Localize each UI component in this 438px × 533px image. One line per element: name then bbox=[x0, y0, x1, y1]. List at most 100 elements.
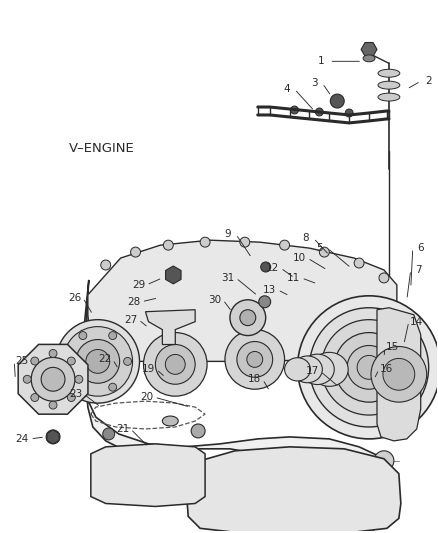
Polygon shape bbox=[145, 310, 195, 344]
Circle shape bbox=[31, 357, 39, 365]
Circle shape bbox=[101, 260, 111, 270]
Circle shape bbox=[247, 351, 263, 367]
Text: 2: 2 bbox=[425, 76, 432, 86]
Text: 26: 26 bbox=[68, 293, 81, 303]
Circle shape bbox=[75, 375, 83, 383]
Circle shape bbox=[46, 430, 60, 444]
Polygon shape bbox=[83, 280, 397, 522]
Circle shape bbox=[124, 358, 131, 365]
Circle shape bbox=[225, 329, 285, 389]
Circle shape bbox=[261, 262, 271, 272]
Circle shape bbox=[131, 247, 141, 257]
Text: 11: 11 bbox=[287, 273, 300, 283]
Circle shape bbox=[383, 358, 415, 390]
Ellipse shape bbox=[285, 358, 311, 381]
Circle shape bbox=[318, 342, 350, 373]
Circle shape bbox=[345, 109, 353, 117]
FancyBboxPatch shape bbox=[161, 278, 185, 314]
Circle shape bbox=[357, 356, 381, 379]
Circle shape bbox=[144, 333, 207, 396]
Text: 22: 22 bbox=[98, 354, 111, 365]
Polygon shape bbox=[88, 240, 397, 361]
Circle shape bbox=[155, 344, 195, 384]
Circle shape bbox=[315, 108, 323, 116]
Circle shape bbox=[41, 367, 65, 391]
Text: 17: 17 bbox=[306, 366, 319, 376]
Circle shape bbox=[200, 237, 210, 247]
Ellipse shape bbox=[363, 55, 375, 62]
Circle shape bbox=[230, 300, 266, 336]
Circle shape bbox=[67, 393, 75, 401]
Circle shape bbox=[163, 240, 173, 250]
Circle shape bbox=[347, 345, 391, 389]
Text: 10: 10 bbox=[293, 253, 306, 263]
Circle shape bbox=[63, 327, 133, 396]
Circle shape bbox=[67, 357, 75, 365]
Text: 4: 4 bbox=[283, 84, 290, 94]
Text: 5: 5 bbox=[316, 243, 323, 253]
Circle shape bbox=[49, 401, 57, 409]
Polygon shape bbox=[186, 447, 401, 533]
Text: 9: 9 bbox=[225, 229, 231, 239]
Text: 23: 23 bbox=[69, 389, 82, 399]
Circle shape bbox=[191, 424, 205, 438]
Circle shape bbox=[290, 106, 298, 114]
Circle shape bbox=[79, 383, 87, 391]
Circle shape bbox=[330, 94, 344, 108]
Circle shape bbox=[321, 320, 417, 415]
Text: 24: 24 bbox=[16, 434, 29, 444]
Polygon shape bbox=[361, 43, 377, 56]
Polygon shape bbox=[166, 266, 181, 284]
Polygon shape bbox=[377, 308, 421, 441]
Circle shape bbox=[319, 247, 329, 257]
Polygon shape bbox=[47, 430, 59, 444]
Circle shape bbox=[23, 375, 31, 383]
Circle shape bbox=[31, 393, 39, 401]
Ellipse shape bbox=[300, 354, 334, 384]
Circle shape bbox=[297, 296, 438, 439]
Text: 16: 16 bbox=[380, 365, 394, 374]
Circle shape bbox=[56, 320, 140, 403]
Circle shape bbox=[379, 273, 389, 283]
Circle shape bbox=[49, 350, 57, 358]
Text: 15: 15 bbox=[386, 343, 399, 352]
Ellipse shape bbox=[378, 93, 400, 101]
Circle shape bbox=[64, 358, 72, 365]
Circle shape bbox=[240, 310, 256, 326]
Text: 27: 27 bbox=[124, 314, 137, 325]
Text: 13: 13 bbox=[263, 285, 276, 295]
Ellipse shape bbox=[293, 356, 322, 383]
Text: 31: 31 bbox=[221, 273, 235, 283]
Circle shape bbox=[309, 308, 429, 427]
Text: 1: 1 bbox=[318, 56, 325, 66]
Polygon shape bbox=[18, 344, 88, 414]
Text: 19: 19 bbox=[142, 365, 155, 374]
Circle shape bbox=[31, 358, 75, 401]
Text: 18: 18 bbox=[248, 374, 261, 384]
Text: 25: 25 bbox=[16, 357, 29, 366]
Text: 12: 12 bbox=[266, 263, 279, 273]
Circle shape bbox=[76, 340, 120, 383]
Circle shape bbox=[354, 258, 364, 268]
Text: 20: 20 bbox=[140, 392, 153, 402]
Text: 8: 8 bbox=[302, 233, 309, 243]
Ellipse shape bbox=[378, 69, 400, 77]
Circle shape bbox=[307, 329, 362, 385]
Circle shape bbox=[279, 240, 290, 250]
Circle shape bbox=[109, 332, 117, 340]
Ellipse shape bbox=[378, 81, 400, 89]
Polygon shape bbox=[91, 444, 205, 506]
Text: 21: 21 bbox=[116, 424, 129, 434]
Circle shape bbox=[259, 296, 271, 308]
Circle shape bbox=[165, 354, 185, 374]
Text: 6: 6 bbox=[417, 243, 424, 253]
Circle shape bbox=[374, 451, 394, 471]
Ellipse shape bbox=[162, 416, 178, 426]
Circle shape bbox=[109, 383, 117, 391]
Text: 29: 29 bbox=[132, 280, 145, 290]
Text: 28: 28 bbox=[127, 297, 140, 307]
Circle shape bbox=[79, 332, 87, 340]
Text: 7: 7 bbox=[415, 265, 422, 275]
Circle shape bbox=[240, 237, 250, 247]
Circle shape bbox=[371, 346, 427, 402]
